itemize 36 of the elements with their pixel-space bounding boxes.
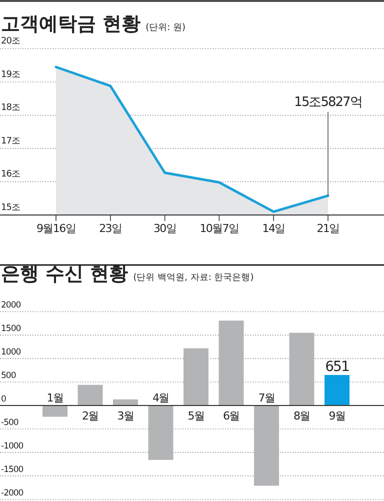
chart-subtitle: (단위 백억원, 자료: 한국은행) xyxy=(133,273,254,283)
y-tick-label: 16조 xyxy=(1,170,20,180)
y-tick-label: 20조 xyxy=(1,36,20,47)
x-tick-label: 9월16일 xyxy=(36,222,76,235)
x-tick-label: 30일 xyxy=(153,222,176,235)
y-tick-label: 2000 xyxy=(1,300,21,311)
y-tick-label: -1500 xyxy=(1,464,24,475)
y-tick-label: 500 xyxy=(1,371,16,382)
chart-title: 고객예탁금 현황 xyxy=(1,13,141,35)
y-tick-label: 1000 xyxy=(1,348,21,358)
y-tick-label: 17조 xyxy=(1,136,20,146)
x-tick-label: 23일 xyxy=(99,222,122,235)
annotation: 15조5827억 xyxy=(294,95,362,110)
y-tick-label: -1000 xyxy=(1,441,24,452)
x-tick-label: 6월 xyxy=(223,410,240,422)
chart-title: 은행 수신 현황 xyxy=(1,263,128,285)
x-tick-label: 1월 xyxy=(46,392,64,404)
y-tick-label: 15조 xyxy=(1,203,20,213)
y-tick-label: 19조 xyxy=(1,70,20,80)
x-tick-label: 4월 xyxy=(152,392,169,404)
chart-subtitle: (단위: 원) xyxy=(146,23,186,33)
x-tick-label: 9월 xyxy=(328,410,346,422)
x-tick-label: 21일 xyxy=(316,222,340,235)
y-tick-label: -500 xyxy=(1,418,18,428)
x-tick-label: 2월 xyxy=(82,410,98,422)
y-tick-label: 18조 xyxy=(1,103,20,114)
x-tick-label: 7월 xyxy=(258,392,275,404)
x-tick-label: 3월 xyxy=(117,410,134,422)
x-tick-label: 10월7일 xyxy=(200,222,239,235)
y-tick-label: 1500 xyxy=(1,324,21,334)
data-label: 651 xyxy=(325,358,349,375)
x-tick-label: 5월 xyxy=(188,410,204,422)
x-tick-label: 8월 xyxy=(294,410,310,422)
y-tick-label: -2000 xyxy=(1,488,24,498)
y-tick-label: 0 xyxy=(1,394,6,404)
x-tick-label: 14일 xyxy=(262,222,285,235)
